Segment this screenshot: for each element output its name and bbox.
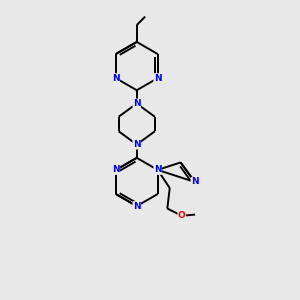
Text: N: N xyxy=(133,202,141,211)
Text: N: N xyxy=(191,178,199,187)
Text: O: O xyxy=(178,211,186,220)
Text: N: N xyxy=(133,140,141,149)
Text: N: N xyxy=(133,99,141,108)
Text: N: N xyxy=(154,74,161,83)
Text: N: N xyxy=(154,165,161,174)
Text: N: N xyxy=(112,165,120,174)
Text: N: N xyxy=(112,74,120,83)
